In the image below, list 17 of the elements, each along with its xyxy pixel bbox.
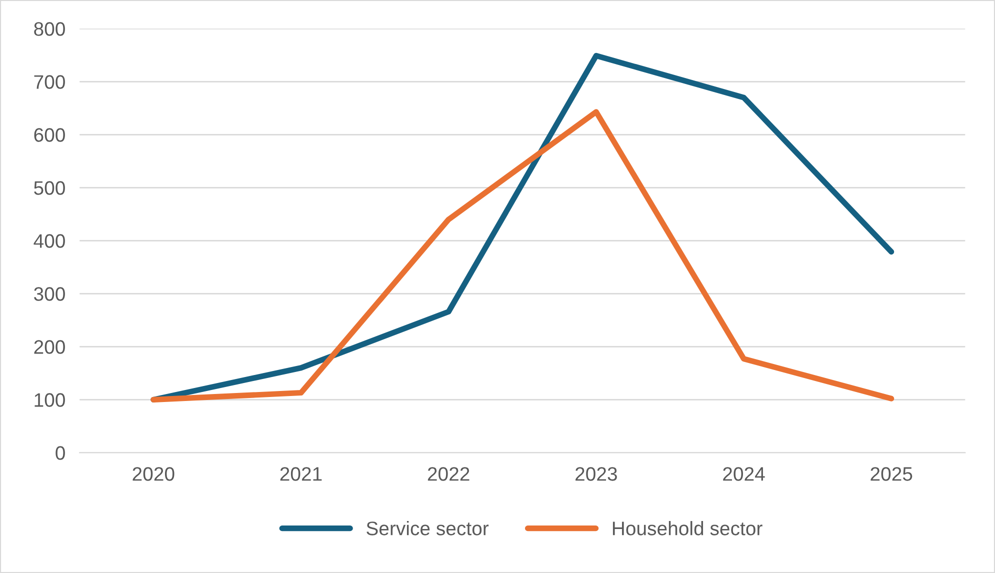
legend-label: Service sector xyxy=(366,521,489,536)
y-tick-label: 300 xyxy=(34,287,65,301)
y-tick-label: 200 xyxy=(34,340,65,354)
x-tick-label: 2021 xyxy=(280,467,322,481)
y-tick-label: 800 xyxy=(34,22,65,36)
y-tick-label: 500 xyxy=(34,181,65,195)
y-tick-label: 700 xyxy=(34,75,65,89)
y-tick-label: 0 xyxy=(56,446,65,460)
x-tick-label: 2024 xyxy=(723,467,765,481)
y-tick-label: 100 xyxy=(34,393,65,407)
x-tick-label: 2023 xyxy=(576,467,617,481)
x-tick-label: 2020 xyxy=(132,467,174,481)
y-tick-label: 600 xyxy=(34,128,65,142)
y-tick-label: 400 xyxy=(34,234,65,248)
x-tick-label: 2025 xyxy=(870,467,912,481)
legend-label: Household sector xyxy=(612,521,762,536)
x-tick-label: 2022 xyxy=(428,467,470,481)
